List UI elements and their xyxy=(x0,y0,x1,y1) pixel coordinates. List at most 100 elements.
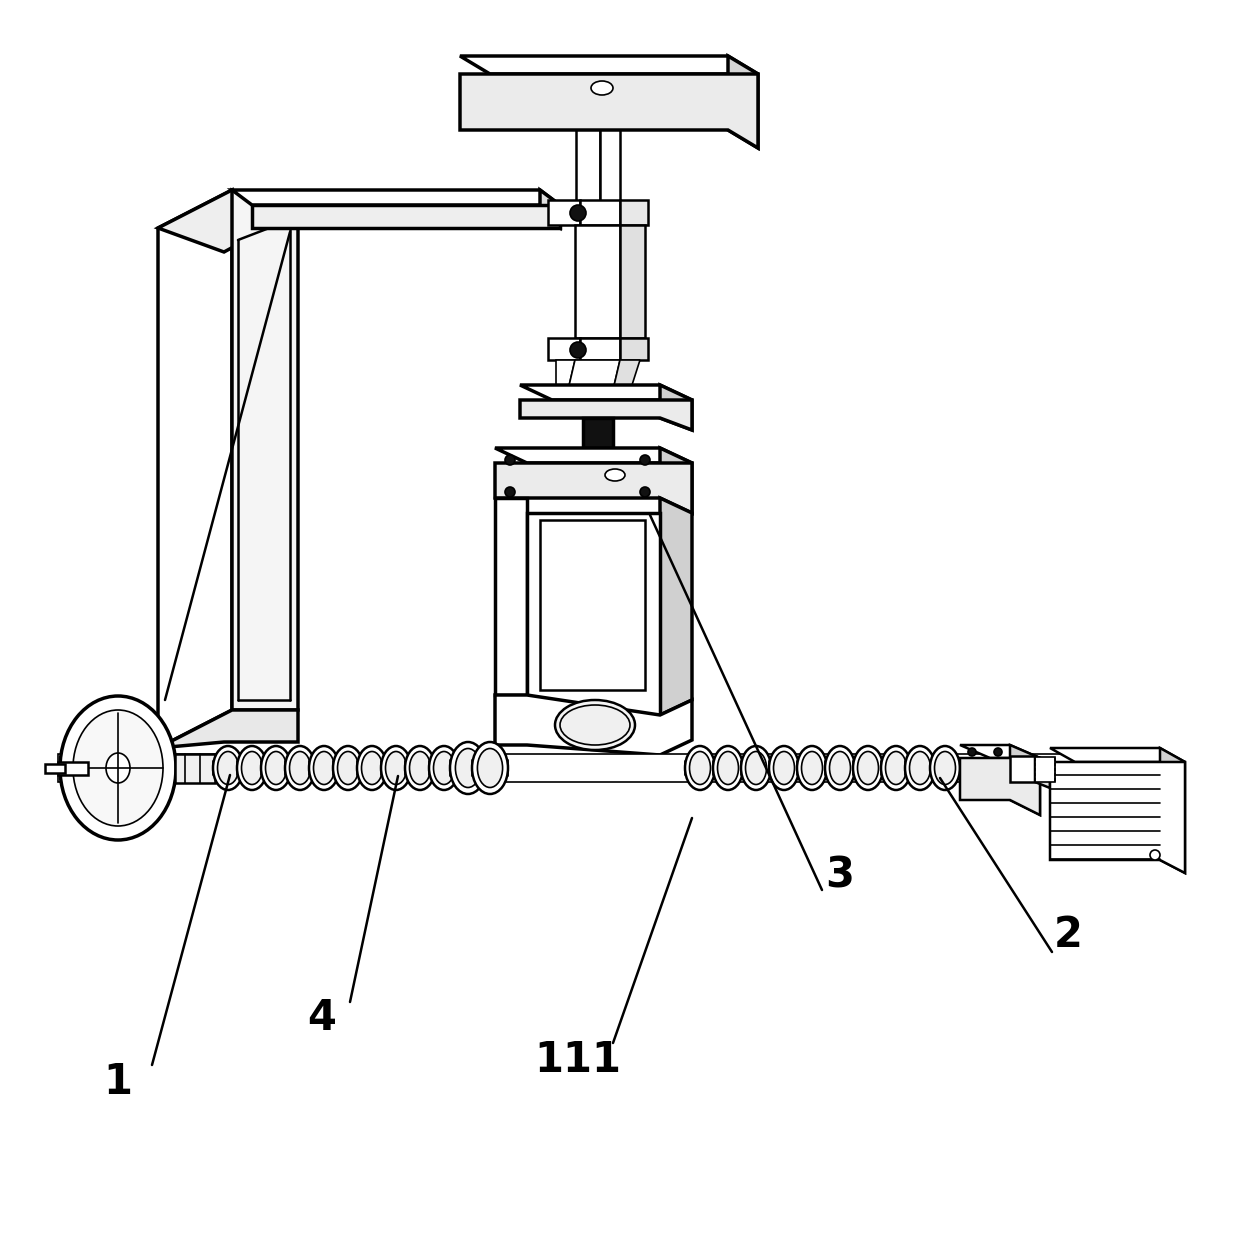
Ellipse shape xyxy=(853,747,883,790)
Ellipse shape xyxy=(314,751,335,785)
Polygon shape xyxy=(495,695,692,755)
Ellipse shape xyxy=(105,753,130,782)
Polygon shape xyxy=(1035,756,1050,789)
Ellipse shape xyxy=(285,747,315,790)
Ellipse shape xyxy=(684,747,715,790)
Text: 111: 111 xyxy=(534,1039,621,1082)
Ellipse shape xyxy=(605,468,625,481)
Ellipse shape xyxy=(450,742,486,794)
Ellipse shape xyxy=(742,747,771,790)
Ellipse shape xyxy=(880,747,911,790)
Polygon shape xyxy=(583,418,613,447)
Polygon shape xyxy=(58,763,88,775)
Ellipse shape xyxy=(556,700,635,750)
Ellipse shape xyxy=(935,751,956,785)
Polygon shape xyxy=(58,754,1166,782)
Ellipse shape xyxy=(858,751,878,785)
Polygon shape xyxy=(580,337,620,360)
Polygon shape xyxy=(580,200,620,225)
Circle shape xyxy=(570,342,587,358)
Ellipse shape xyxy=(409,751,430,785)
Circle shape xyxy=(968,748,976,756)
Ellipse shape xyxy=(237,747,267,790)
Circle shape xyxy=(994,748,1002,756)
Polygon shape xyxy=(232,190,298,709)
Polygon shape xyxy=(1159,748,1185,873)
Polygon shape xyxy=(495,464,692,513)
Polygon shape xyxy=(460,74,758,148)
Polygon shape xyxy=(660,498,692,714)
Polygon shape xyxy=(575,225,620,337)
Ellipse shape xyxy=(73,709,162,826)
Polygon shape xyxy=(548,337,580,360)
Circle shape xyxy=(1149,850,1159,860)
Polygon shape xyxy=(660,384,692,430)
Text: 2: 2 xyxy=(1054,913,1083,955)
Ellipse shape xyxy=(769,747,799,790)
Ellipse shape xyxy=(289,751,310,785)
Polygon shape xyxy=(1050,748,1185,763)
Polygon shape xyxy=(495,498,527,695)
Ellipse shape xyxy=(362,751,382,785)
Ellipse shape xyxy=(217,751,238,785)
Polygon shape xyxy=(175,754,215,782)
Polygon shape xyxy=(620,200,649,225)
Circle shape xyxy=(640,487,650,497)
Polygon shape xyxy=(1050,763,1185,873)
Polygon shape xyxy=(577,130,600,205)
Polygon shape xyxy=(556,360,575,391)
Circle shape xyxy=(570,205,587,221)
Ellipse shape xyxy=(60,696,176,840)
Ellipse shape xyxy=(909,751,930,785)
Polygon shape xyxy=(527,513,660,714)
Polygon shape xyxy=(568,360,620,391)
Ellipse shape xyxy=(309,747,339,790)
Ellipse shape xyxy=(905,747,935,790)
Ellipse shape xyxy=(713,747,743,790)
Polygon shape xyxy=(252,205,560,227)
Ellipse shape xyxy=(405,747,435,790)
Polygon shape xyxy=(45,764,64,772)
Polygon shape xyxy=(960,758,1040,815)
Ellipse shape xyxy=(455,749,481,787)
Ellipse shape xyxy=(885,751,906,785)
Text: 4: 4 xyxy=(308,997,336,1039)
Ellipse shape xyxy=(265,751,286,785)
Ellipse shape xyxy=(560,705,630,745)
Polygon shape xyxy=(539,190,560,227)
Polygon shape xyxy=(600,130,620,205)
Ellipse shape xyxy=(434,751,455,785)
Polygon shape xyxy=(548,200,580,225)
Ellipse shape xyxy=(718,751,739,785)
Ellipse shape xyxy=(930,747,960,790)
Polygon shape xyxy=(232,190,560,205)
Polygon shape xyxy=(460,56,758,74)
Circle shape xyxy=(505,487,515,497)
Ellipse shape xyxy=(381,747,410,790)
Ellipse shape xyxy=(477,749,502,787)
Polygon shape xyxy=(495,447,692,464)
Ellipse shape xyxy=(830,751,851,785)
Polygon shape xyxy=(520,400,692,430)
Polygon shape xyxy=(1011,745,1040,815)
Ellipse shape xyxy=(337,751,358,785)
Text: 3: 3 xyxy=(826,854,854,896)
Ellipse shape xyxy=(591,82,613,95)
Polygon shape xyxy=(520,384,692,400)
Ellipse shape xyxy=(260,747,291,790)
Ellipse shape xyxy=(386,751,407,785)
Ellipse shape xyxy=(774,751,795,785)
Polygon shape xyxy=(660,447,692,513)
Polygon shape xyxy=(613,360,640,391)
Polygon shape xyxy=(539,520,645,690)
Polygon shape xyxy=(157,190,298,252)
Polygon shape xyxy=(960,745,1040,758)
Ellipse shape xyxy=(689,751,711,785)
Ellipse shape xyxy=(797,747,827,790)
Polygon shape xyxy=(1011,756,1035,782)
Ellipse shape xyxy=(472,742,508,794)
Circle shape xyxy=(640,455,650,465)
Ellipse shape xyxy=(745,751,766,785)
Polygon shape xyxy=(620,225,645,337)
Ellipse shape xyxy=(801,751,822,785)
